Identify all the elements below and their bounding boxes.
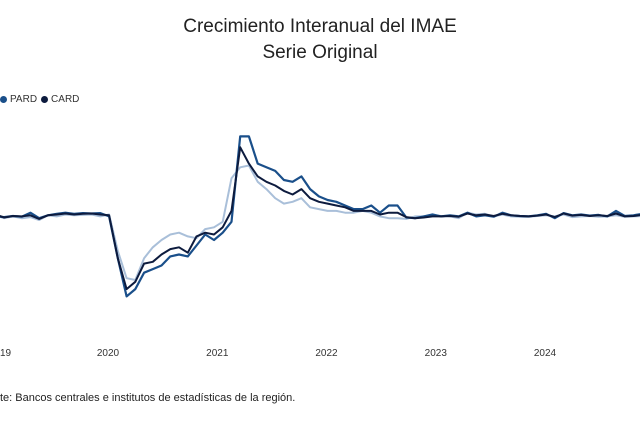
legend-label-card: CARD [51, 94, 80, 105]
x-tick-label: 2020 [97, 348, 120, 359]
legend-marker-pard [0, 96, 7, 103]
legend-item-card[interactable]: CARD [41, 94, 79, 105]
x-tick-label: 2023 [425, 348, 448, 359]
x-tick-label: 2024 [534, 348, 557, 359]
x-tick-label: 2022 [315, 348, 338, 359]
x-tick-label: 19 [0, 348, 12, 359]
source-note: te: Bancos centrales e institutos de est… [0, 392, 296, 404]
line-chart: 19 2020 2021 2022 2023 2024 [0, 135, 640, 359]
series-line-card [0, 146, 640, 291]
legend: PARD CARD [0, 94, 83, 105]
chart-subtitle: Serie Original [262, 42, 378, 63]
legend-marker-card [41, 96, 49, 103]
series-layer [0, 135, 640, 298]
legend-label-pard: PARD [10, 94, 38, 105]
series-line-unnamed-0 [0, 164, 640, 281]
chart-title: Crecimiento Interanual del IMAE [183, 16, 457, 37]
x-tick-label: 2021 [206, 348, 229, 359]
legend-item-pard[interactable]: PARD [0, 94, 37, 105]
x-axis-ticks: 19 2020 2021 2022 2023 2024 [0, 348, 557, 359]
